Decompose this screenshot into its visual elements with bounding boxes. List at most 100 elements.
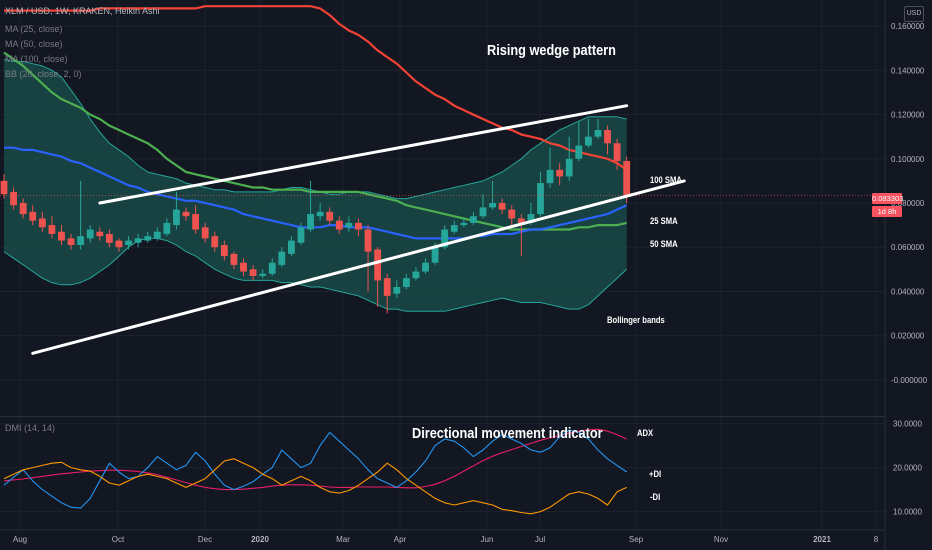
candle-body[interactable] bbox=[364, 229, 372, 252]
time-tick-label: 2020 bbox=[251, 535, 269, 544]
candle-body[interactable] bbox=[508, 209, 516, 219]
pane-divider[interactable] bbox=[0, 416, 885, 417]
candle-body[interactable] bbox=[19, 203, 27, 215]
candle-body[interactable] bbox=[259, 273, 267, 276]
dmi-lines bbox=[3, 428, 628, 515]
candle-body[interactable] bbox=[268, 262, 276, 274]
candle-body[interactable] bbox=[173, 209, 180, 226]
candle-body[interactable] bbox=[10, 191, 17, 206]
dmi-title: Directional movement indicator bbox=[412, 425, 603, 442]
candle-body[interactable] bbox=[345, 222, 353, 228]
candle-body[interactable] bbox=[383, 278, 391, 296]
candle-body[interactable] bbox=[565, 158, 573, 177]
price-tick-label: 0.100000 bbox=[891, 155, 925, 164]
candle-body[interactable] bbox=[86, 229, 94, 239]
candle-body[interactable] bbox=[584, 136, 592, 146]
candle-body[interactable] bbox=[48, 225, 56, 234]
candle-body[interactable] bbox=[278, 251, 286, 265]
adx-label: ADX bbox=[637, 428, 654, 438]
price-tick-label: 0.140000 bbox=[891, 66, 925, 75]
candle-body[interactable] bbox=[460, 222, 468, 226]
dmi-tick-label: 10.0000 bbox=[893, 508, 922, 517]
candle-body[interactable] bbox=[58, 231, 65, 241]
candle-body[interactable] bbox=[422, 262, 429, 272]
price-tick-label: 0.060000 bbox=[891, 243, 925, 252]
candle-body[interactable] bbox=[29, 211, 37, 221]
candle-body[interactable] bbox=[450, 225, 458, 232]
wedge-upper bbox=[98, 104, 629, 205]
candle-body[interactable] bbox=[163, 222, 171, 234]
time-tick-label: 2021 bbox=[813, 535, 831, 544]
candle-body[interactable] bbox=[134, 238, 142, 243]
candle-body[interactable] bbox=[441, 229, 449, 248]
ma25-legend[interactable]: MA (25, close) bbox=[5, 24, 63, 34]
candle-body[interactable] bbox=[575, 145, 583, 159]
ma100-legend[interactable]: MA (100, close) bbox=[5, 54, 68, 64]
rising-wedge-lines bbox=[31, 104, 686, 355]
candle-body[interactable] bbox=[393, 287, 401, 294]
candle-body[interactable] bbox=[125, 240, 132, 246]
candle-body[interactable] bbox=[431, 247, 439, 263]
symbol-legend[interactable]: XLM / USD, 1W, KRAKEN, Heikin Ashi bbox=[5, 6, 160, 16]
candle-body[interactable] bbox=[479, 207, 487, 217]
candle-body[interactable] bbox=[192, 214, 199, 230]
bb-legend[interactable]: BB (20, close, 2, 0) bbox=[5, 69, 82, 79]
candle-body[interactable] bbox=[623, 160, 631, 197]
candle-body[interactable] bbox=[144, 236, 152, 241]
candle-body[interactable] bbox=[402, 278, 410, 288]
moving-averages bbox=[3, 5, 628, 240]
candle-body[interactable] bbox=[326, 211, 334, 221]
dmi-axis[interactable]: 30.0000 20.0000 10.0000 bbox=[893, 420, 922, 517]
candle-body[interactable] bbox=[316, 211, 324, 217]
candle-body[interactable] bbox=[211, 236, 219, 248]
candle-body[interactable] bbox=[307, 214, 314, 230]
price-axis[interactable]: 0.160000 0.140000 0.120000 0.100000 0.080000… bbox=[891, 22, 928, 385]
candle-body[interactable] bbox=[546, 169, 554, 184]
candle-body[interactable] bbox=[38, 218, 46, 228]
minus-di-line bbox=[3, 458, 627, 515]
candle-body[interactable] bbox=[201, 227, 209, 239]
price-tick-label: 0.160000 bbox=[891, 22, 925, 31]
sma25-label: 25 SMA bbox=[650, 216, 678, 226]
plus-di-label: +DI bbox=[649, 469, 662, 479]
candle-body[interactable] bbox=[489, 203, 496, 208]
candle-body[interactable] bbox=[374, 249, 382, 281]
candle-body[interactable] bbox=[153, 231, 161, 239]
candle-body[interactable] bbox=[604, 130, 611, 144]
ma50-legend[interactable]: MA (50, close) bbox=[5, 39, 63, 49]
time-axis[interactable]: Aug Oct Dec 2020 Mar Apr Jun Jul Sep Nov 2021 8 bbox=[13, 535, 879, 544]
candle-body[interactable] bbox=[297, 227, 305, 243]
candle-body[interactable] bbox=[527, 214, 535, 223]
candle-body[interactable] bbox=[556, 169, 564, 177]
bollinger-bands bbox=[3, 58, 628, 312]
dmi-legend[interactable]: DMI (14, 14) bbox=[5, 423, 56, 433]
candle-body[interactable] bbox=[115, 240, 123, 248]
candle-body[interactable] bbox=[67, 238, 75, 246]
candle-body[interactable] bbox=[613, 143, 621, 161]
candle-body[interactable] bbox=[355, 222, 362, 230]
candle-body[interactable] bbox=[594, 130, 602, 137]
candle-body[interactable] bbox=[0, 180, 8, 195]
candle-body[interactable] bbox=[105, 233, 113, 243]
candle-body[interactable] bbox=[182, 211, 190, 217]
dmi-tick-label: 30.0000 bbox=[893, 420, 922, 429]
bollinger-label: Bollinger bands bbox=[607, 315, 665, 325]
candle-body[interactable] bbox=[77, 236, 85, 246]
candle-body[interactable] bbox=[288, 240, 295, 254]
candle-body[interactable] bbox=[517, 218, 525, 223]
candle-body[interactable] bbox=[537, 183, 544, 215]
time-tick-label: Oct bbox=[112, 535, 125, 544]
candle-body[interactable] bbox=[96, 231, 104, 237]
candle-body[interactable] bbox=[230, 253, 238, 265]
candle-body[interactable] bbox=[249, 269, 257, 276]
candle-body[interactable] bbox=[335, 220, 343, 230]
time-tick-label: Jun bbox=[481, 535, 494, 544]
candle-body[interactable] bbox=[412, 271, 420, 279]
currency-badge[interactable]: USD bbox=[904, 6, 924, 22]
candle-body[interactable] bbox=[220, 245, 228, 257]
candle-body[interactable] bbox=[498, 203, 506, 210]
candle-body[interactable] bbox=[240, 262, 247, 272]
wedge-lower bbox=[31, 179, 686, 355]
candle-body[interactable] bbox=[470, 216, 477, 223]
